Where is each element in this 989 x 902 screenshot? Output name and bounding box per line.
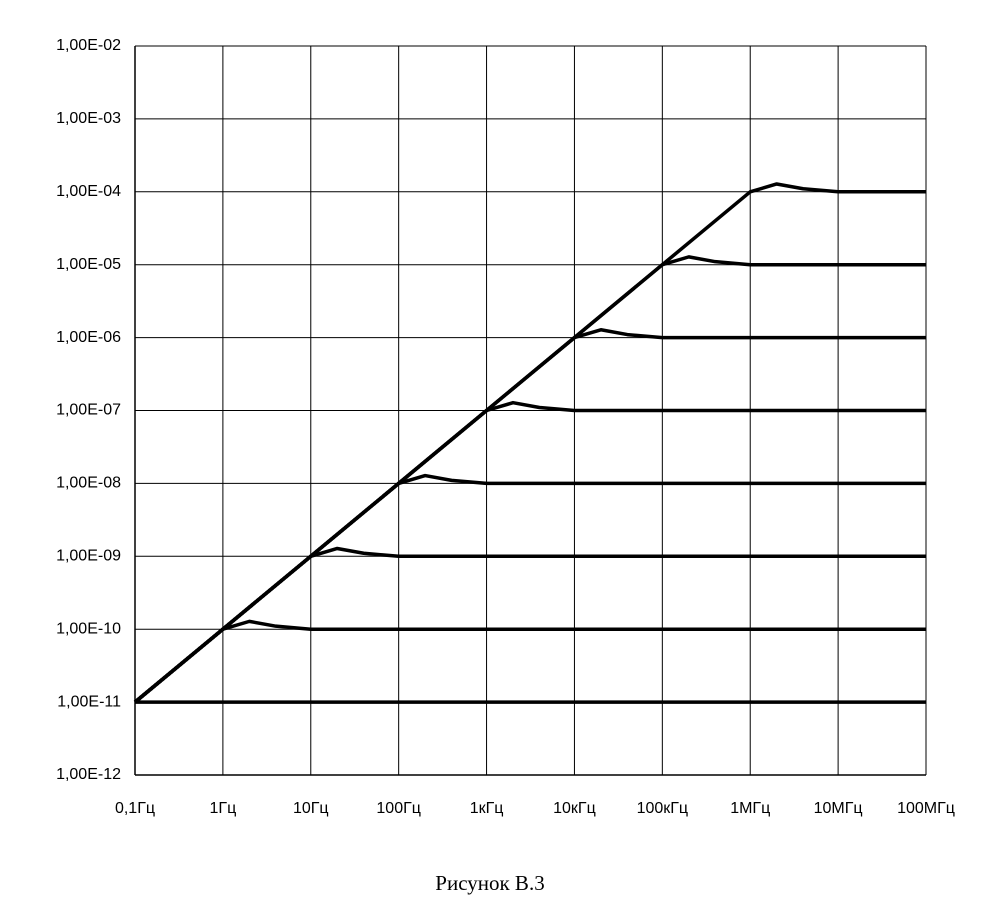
y-tick-label: 1,00E-08 (56, 475, 121, 492)
y-tick-label: 1,00E-03 (56, 110, 121, 127)
y-tick-label: 1,00E-07 (56, 402, 121, 419)
y-tick-label: 1,00E-09 (56, 548, 121, 565)
series-line (133, 328, 926, 704)
x-tick-label: 10Гц (293, 800, 329, 817)
x-tick-label: 0,1Гц (115, 800, 155, 817)
x-tick-label: 1кГц (470, 800, 504, 817)
caption: Рисунок В.3 (435, 871, 544, 895)
x-tick-label: 100кГц (637, 800, 689, 817)
y-tick-label: 1,00E-06 (56, 329, 121, 346)
series-line (133, 473, 926, 704)
series-line (133, 182, 926, 704)
y-tick-label: 1,00E-12 (56, 766, 121, 783)
series-line (133, 400, 926, 704)
x-tick-label: 1МГц (730, 800, 770, 817)
series-line (133, 619, 926, 704)
y-tick-label: 1,00E-10 (56, 620, 121, 637)
y-tick-label: 1,00E-11 (57, 693, 121, 710)
x-tick-label: 10МГц (814, 800, 863, 817)
series-line (133, 255, 926, 704)
y-tick-label: 1,00E-02 (56, 37, 121, 54)
x-tick-label: 1Гц (210, 800, 237, 817)
series-line (133, 546, 926, 704)
x-tick-label: 100Гц (376, 800, 421, 817)
y-tick-label: 1,00E-05 (56, 256, 121, 273)
x-tick-label: 10кГц (553, 800, 596, 817)
x-tick-label: 100МГц (897, 800, 955, 817)
y-tick-label: 1,00E-04 (56, 183, 121, 200)
